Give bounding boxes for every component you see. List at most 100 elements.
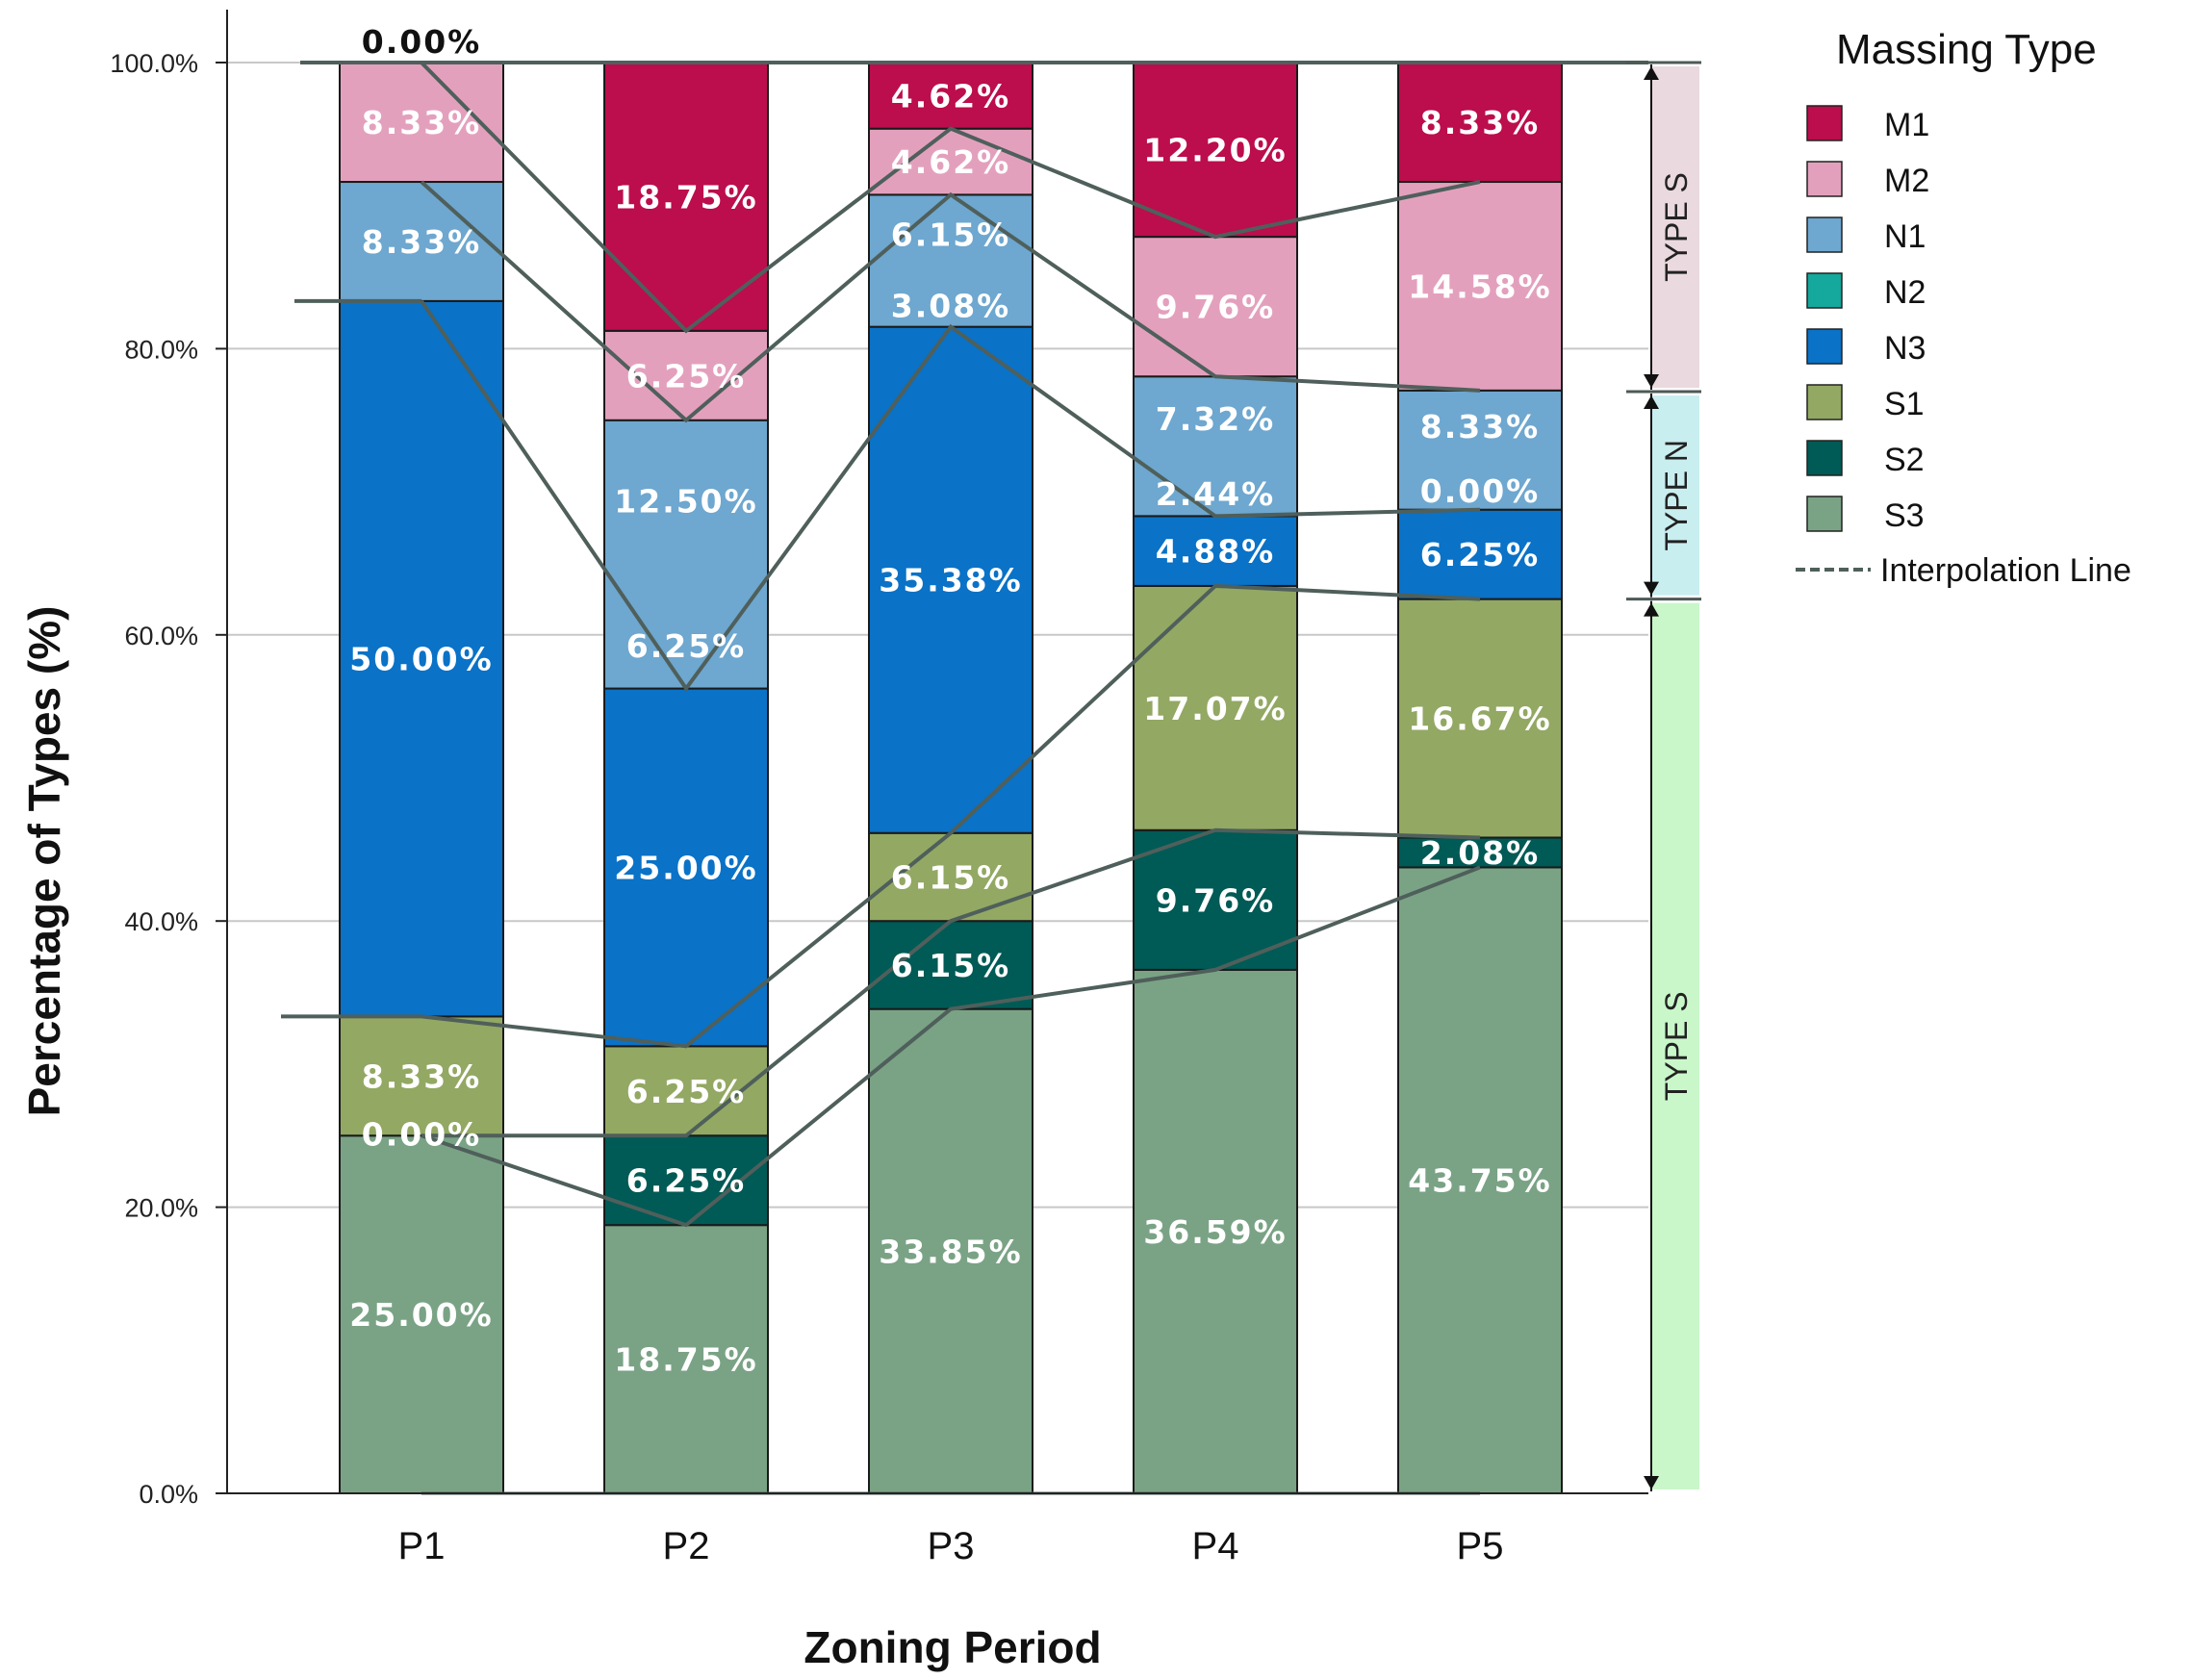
legend-label: S2 xyxy=(1884,442,1925,478)
legend: Massing Type M1 M2 N1 N2 N3 S1 S2 S3 Interpolati… xyxy=(1796,26,2131,589)
type-group-band xyxy=(1651,395,1699,596)
segment-labels: 25.00% 0.00% 8.33% 50.00% 8.33% 8.33% 0.00% 18.… xyxy=(349,23,1551,1379)
data-label: 6.25% xyxy=(626,1073,747,1110)
x-tick-label: P1 xyxy=(398,1525,446,1567)
x-tick-label: P5 xyxy=(1457,1525,1504,1567)
data-label: 9.76% xyxy=(1156,289,1276,326)
legend-swatch xyxy=(1806,216,1843,253)
legend-label: N1 xyxy=(1884,218,1926,255)
bar-segment xyxy=(339,1015,504,1137)
data-label: 35.38% xyxy=(879,562,1022,599)
interpolation-line xyxy=(420,180,1481,423)
data-label: 36.59% xyxy=(1143,1213,1287,1251)
bar-segment xyxy=(339,299,504,1018)
bar-segment xyxy=(1133,61,1298,239)
data-label: 3.08% xyxy=(891,288,1011,325)
data-label: 2.08% xyxy=(1420,834,1541,872)
bar-segment xyxy=(1397,866,1563,1494)
type-group-label: TYPE S xyxy=(1659,172,1694,282)
type-group-band xyxy=(1651,66,1699,389)
bar-segment xyxy=(1397,598,1563,839)
x-tick-label: P3 xyxy=(928,1525,975,1567)
data-label: 6.15% xyxy=(891,216,1011,254)
x-tick-label: P2 xyxy=(663,1525,710,1567)
legend-label: Interpolation Line xyxy=(1880,552,2131,589)
data-label: 8.33% xyxy=(362,104,482,141)
interpolation-lines xyxy=(281,61,1648,1495)
legend-label: M1 xyxy=(1884,107,1929,143)
legend-swatch xyxy=(1806,328,1843,365)
legend-swatch xyxy=(1806,496,1843,532)
legend-swatch xyxy=(1806,272,1843,309)
interpolation-line xyxy=(421,827,1481,1138)
legend-title: Massing Type xyxy=(1836,26,2097,73)
interpolation-line xyxy=(420,299,1481,693)
data-label: 6.15% xyxy=(891,858,1011,896)
bracket-arrow-top xyxy=(1644,395,1659,410)
bracket-arrow-bottom xyxy=(1644,1476,1659,1489)
bracket-arrow-bottom xyxy=(1644,581,1659,596)
axes xyxy=(226,10,1648,1494)
type-group-band xyxy=(1651,602,1699,1489)
data-label: 6.25% xyxy=(1420,536,1541,573)
bar-segment xyxy=(1133,375,1298,518)
bar-segment xyxy=(1397,181,1563,392)
data-label: 8.33% xyxy=(362,223,482,261)
data-label: 12.20% xyxy=(1143,131,1287,168)
y-tick-label: 80.0% xyxy=(124,335,198,364)
type-group-brackets: TYPE S TYPE N TYPE S xyxy=(1626,61,1701,1491)
data-label: 6.15% xyxy=(891,947,1011,984)
data-label: 6.25% xyxy=(626,357,747,395)
x-tick-labels: P1 P2 P3 P4 P5 xyxy=(398,1525,1504,1567)
data-label: 50.00% xyxy=(349,641,493,678)
legend-label: N3 xyxy=(1884,330,1926,367)
data-label: 4.62% xyxy=(891,77,1011,115)
interpolation-line xyxy=(421,865,1481,1228)
interpolation-line xyxy=(421,583,1481,1049)
y-tick-labels: 0.0% 20.0% 40.0% 60.0% 80.0% 100.0% xyxy=(110,49,227,1509)
bar-segment xyxy=(603,419,769,690)
bar-segment xyxy=(603,62,769,332)
data-label: 16.67% xyxy=(1408,700,1551,738)
data-label: 25.00% xyxy=(349,1296,493,1334)
data-label: 18.75% xyxy=(614,178,757,216)
data-label: 7.32% xyxy=(1156,400,1276,438)
type-group-label: TYPE S xyxy=(1659,991,1694,1101)
data-label: 6.25% xyxy=(626,1162,747,1200)
legend-swatch xyxy=(1806,384,1843,420)
bar-stacks xyxy=(339,61,1563,1494)
data-label: 0.00% xyxy=(1420,472,1541,510)
y-tick-label: 0.0% xyxy=(139,1480,198,1509)
legend-swatch xyxy=(1806,105,1843,141)
bar-segment xyxy=(1133,584,1298,831)
bar-segment xyxy=(1133,236,1298,378)
bar-segment xyxy=(339,181,504,302)
y-tick-label: 40.0% xyxy=(124,907,198,936)
data-label: 0.00% xyxy=(362,23,482,61)
bar-segment xyxy=(603,1224,769,1494)
bracket-arrow-top xyxy=(1644,602,1659,617)
legend-label: S3 xyxy=(1884,497,1925,534)
x-tick-label: P4 xyxy=(1192,1525,1239,1567)
data-label: 12.50% xyxy=(614,482,757,520)
bar-segment xyxy=(868,325,1033,834)
y-tick-label: 60.0% xyxy=(124,622,198,650)
y-tick-label: 20.0% xyxy=(124,1194,198,1223)
data-label: 25.00% xyxy=(614,849,757,886)
data-label: 6.25% xyxy=(626,627,747,665)
bracket-arrow-bottom xyxy=(1644,374,1659,389)
legend-swatch xyxy=(1806,161,1843,197)
bar-segment xyxy=(1397,836,1563,869)
bar-segment xyxy=(339,1134,504,1494)
y-tick-label: 100.0% xyxy=(110,49,198,78)
data-label: 14.58% xyxy=(1408,267,1551,305)
legend-label: N2 xyxy=(1884,274,1926,311)
data-label: 0.00% xyxy=(362,1115,482,1153)
data-label: 18.75% xyxy=(614,1341,757,1379)
type-group-bands xyxy=(1651,66,1699,1489)
bar-segment xyxy=(603,687,769,1048)
legend-label: S1 xyxy=(1884,386,1925,422)
data-label: 9.76% xyxy=(1156,881,1276,919)
data-label: 4.88% xyxy=(1156,533,1276,571)
